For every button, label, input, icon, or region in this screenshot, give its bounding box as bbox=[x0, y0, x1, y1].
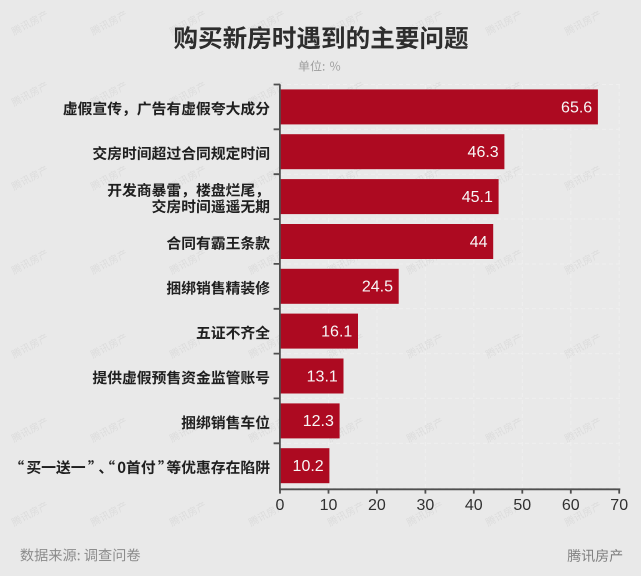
svg-text:20: 20 bbox=[368, 497, 386, 514]
svg-text:12.3: 12.3 bbox=[303, 413, 334, 430]
svg-text:65.6: 65.6 bbox=[561, 99, 592, 116]
svg-text:10.2: 10.2 bbox=[293, 458, 324, 475]
svg-text:16.1: 16.1 bbox=[321, 324, 352, 341]
svg-text:46.3: 46.3 bbox=[468, 144, 499, 161]
svg-text:45.1: 45.1 bbox=[462, 189, 493, 206]
svg-text:13.1: 13.1 bbox=[307, 368, 338, 385]
svg-text:44: 44 bbox=[470, 234, 488, 251]
svg-text:24.5: 24.5 bbox=[362, 279, 393, 296]
svg-text:10: 10 bbox=[320, 497, 338, 514]
svg-text:70: 70 bbox=[610, 497, 628, 514]
svg-text:40: 40 bbox=[465, 497, 483, 514]
svg-text:60: 60 bbox=[562, 497, 580, 514]
svg-text:0: 0 bbox=[276, 497, 285, 514]
svg-text:50: 50 bbox=[513, 497, 531, 514]
svg-text:30: 30 bbox=[417, 497, 435, 514]
